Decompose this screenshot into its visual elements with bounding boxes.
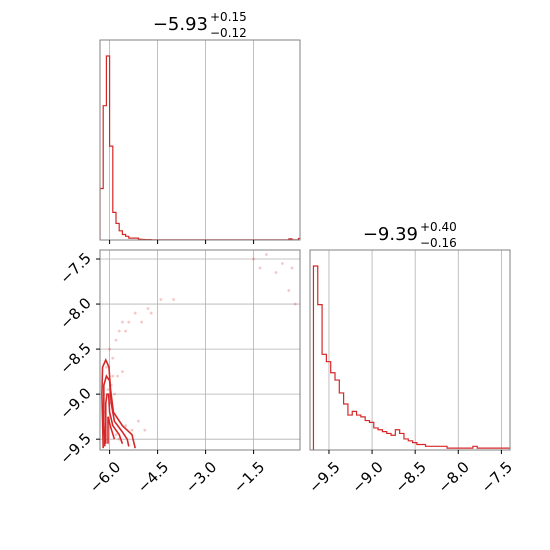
scatter-point bbox=[106, 388, 110, 392]
y-tick-label: −7.5 bbox=[56, 249, 94, 287]
scatter-point bbox=[108, 347, 111, 351]
scatter-point bbox=[252, 257, 256, 261]
scatter-point bbox=[114, 433, 118, 437]
scatter-point bbox=[140, 320, 144, 324]
x-tick-label: −1.5 bbox=[230, 458, 268, 496]
scatter-point bbox=[130, 428, 134, 432]
x-tick-label: −9.5 bbox=[305, 458, 343, 496]
scatter-point bbox=[111, 356, 115, 360]
scatter-points bbox=[103, 253, 297, 441]
y-tick-label: −8.0 bbox=[56, 294, 94, 332]
scatter-point bbox=[105, 365, 108, 369]
scatter-point bbox=[258, 266, 262, 270]
scatter-point bbox=[290, 266, 294, 270]
title-y-value: −9.39 bbox=[363, 224, 418, 245]
scatter-point bbox=[274, 271, 278, 274]
joint-scatter-panel: −6.0 −4.5 −3.0 −1.5 −7.5 −8.0 −8.5 −9.0 −9.5 bbox=[56, 249, 301, 497]
scatter-point bbox=[293, 302, 297, 306]
title-x-minus: −0.12 bbox=[210, 26, 247, 40]
scatter-point bbox=[159, 298, 163, 301]
contour-lines bbox=[101, 357, 136, 449]
x-tick-label: −3.0 bbox=[182, 458, 220, 496]
title-y-plus: +0.40 bbox=[420, 220, 457, 234]
title-x-plus: +0.15 bbox=[210, 10, 247, 24]
scatter-point bbox=[121, 370, 124, 374]
axes-frame bbox=[99, 249, 301, 451]
histogram-y-panel: −9.5 −9.0 −8.5 −8.0 −7.5 bbox=[305, 249, 516, 497]
scatter-point bbox=[133, 311, 137, 315]
contour-line bbox=[107, 416, 116, 444]
scatter-point bbox=[172, 298, 176, 301]
scatter-point bbox=[113, 392, 116, 396]
scatter-point bbox=[149, 311, 153, 315]
title-x-value: −5.93 bbox=[153, 14, 208, 35]
scatter-point bbox=[124, 424, 127, 428]
scatter-point bbox=[143, 428, 147, 432]
contour-line bbox=[104, 393, 124, 444]
scatter-point bbox=[114, 338, 118, 342]
scatter-point bbox=[116, 374, 119, 378]
scatter-point bbox=[111, 374, 115, 378]
scatter-point bbox=[117, 329, 121, 333]
scatter-point bbox=[281, 262, 284, 265]
y-tick-label: −9.5 bbox=[56, 429, 94, 467]
scatter-point bbox=[137, 419, 140, 423]
scatter-point bbox=[146, 307, 150, 310]
scatter-point bbox=[127, 320, 131, 324]
title-y-minus: −0.16 bbox=[420, 236, 457, 250]
scatter-point bbox=[124, 329, 127, 333]
y-tick-label: −8.5 bbox=[56, 339, 94, 377]
x-tick-label: −8.5 bbox=[391, 458, 429, 496]
axes-frame bbox=[99, 39, 301, 241]
x-tick-label: −9.0 bbox=[348, 458, 386, 496]
x-tick-label: −4.5 bbox=[134, 458, 172, 496]
scatter-point bbox=[121, 320, 124, 324]
scatter-point bbox=[265, 253, 268, 256]
y-tick-label: −9.0 bbox=[56, 384, 94, 422]
x-tick-label: −8.0 bbox=[435, 458, 473, 496]
x-tick-label: −6.0 bbox=[86, 458, 124, 496]
hist-y-step bbox=[312, 265, 510, 450]
contour-line bbox=[101, 357, 136, 449]
axes-frame bbox=[309, 249, 511, 451]
panel-titles: −5.93 +0.15 −0.12 −9.39 +0.40 −0.16 bbox=[153, 10, 457, 250]
x-tick-label: −7.5 bbox=[478, 458, 516, 496]
histogram-x-panel bbox=[99, 39, 301, 244]
scatter-point bbox=[287, 289, 291, 292]
hist-x-step bbox=[100, 55, 300, 240]
